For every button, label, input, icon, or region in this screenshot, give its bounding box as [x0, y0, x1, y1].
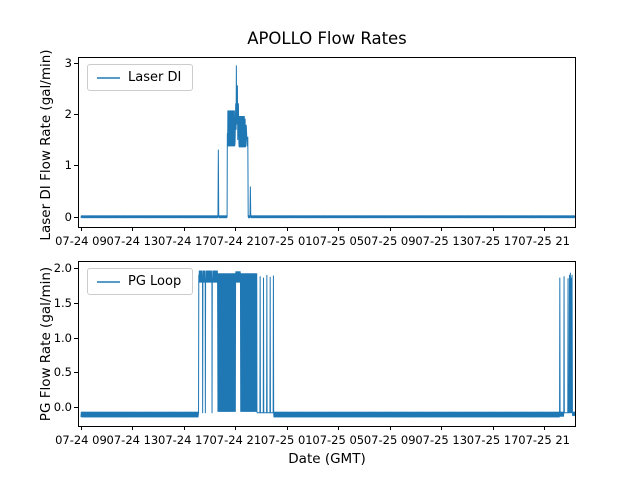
x-tick-mark [544, 227, 546, 231]
legend-line-swatch [97, 76, 120, 79]
axes-pg-loop: PG Loop 07-24 09 07-24 13 07-24 17 07-24 21… [54, 261, 576, 447]
x-tick-mark [132, 227, 134, 231]
x-tick-label: 07-25 21 [518, 433, 570, 447]
x-tick-label: 07-24 13 [106, 433, 159, 447]
x-tick-label: 07-25 17 [466, 433, 519, 447]
x-tick-mark [235, 227, 237, 231]
legend-label-laser-di: Laser DI [128, 70, 182, 85]
x-tick-mark [338, 426, 340, 430]
y-tick-mark [74, 62, 78, 64]
x-tick-mark [338, 227, 340, 231]
x-tick-mark [441, 227, 443, 231]
legend-label-pg-loop: PG Loop [128, 274, 182, 289]
x-axis-label: Date (GMT) [288, 451, 366, 467]
x-tick-mark [492, 227, 494, 231]
y-tick-label: 1.5 [53, 296, 72, 310]
legend-laser-di: Laser DI [87, 64, 194, 91]
y-tick-mark [74, 337, 78, 339]
axes-laser-di: Laser DI 07-24 09 07-24 13 07-24 17 07-24 2… [55, 56, 576, 248]
x-tick-label: 07-24 13 [106, 234, 159, 248]
x-tick-label: 07-24 21 [209, 234, 262, 248]
y-tick-label: 3 [64, 55, 72, 70]
x-tick-label: 07-24 17 [158, 433, 210, 447]
x-tick-mark [183, 227, 185, 231]
y-tick-label: 2 [64, 106, 72, 121]
y-tick-label: 1 [64, 158, 72, 173]
x-tick-label: 07-24 09 [55, 433, 107, 447]
x-tick-mark [80, 227, 82, 231]
x-tick-mark [286, 227, 288, 231]
x-tick-label: 07-24 17 [158, 234, 210, 248]
x-tick-mark [389, 426, 391, 430]
y-tick-mark [74, 268, 78, 270]
y-tick-label: 1.0 [53, 330, 72, 345]
y-tick-label: 0.0 [53, 400, 72, 415]
x-tick-label: 07-24 09 [55, 234, 107, 248]
x-tick-label: 07-25 05 [312, 234, 365, 248]
laser-di-line [80, 65, 575, 219]
x-tick-label: 07-25 13 [415, 234, 468, 248]
x-tick-mark [80, 426, 82, 430]
x-tick-label: 07-25 09 [363, 234, 416, 248]
y-tick-mark [74, 165, 78, 167]
y-axis-label-pg-loop: PG Flow Rate (gal/min) [38, 266, 54, 422]
legend-pg-loop: PG Loop [87, 268, 194, 295]
x-tick-label: 07-25 01 [260, 433, 313, 447]
y-tick-mark [74, 303, 78, 304]
x-tick-mark [286, 426, 288, 430]
x-tick-mark [441, 426, 443, 430]
x-tick-label: 07-24 21 [209, 433, 262, 447]
y-tick-mark [74, 216, 78, 218]
x-tick-mark [183, 426, 185, 430]
x-tick-mark [544, 426, 546, 430]
laser-di-series-plot [80, 65, 575, 219]
x-tick-mark [132, 426, 134, 430]
y-tick-mark [74, 113, 78, 115]
x-tick-label: 07-25 17 [466, 234, 519, 248]
pg-loop-series-plot [80, 270, 575, 418]
plot-title: APOLLO Flow Rates [247, 29, 407, 48]
y-tick-label: 0 [64, 209, 72, 224]
x-tick-mark [235, 426, 237, 430]
y-tick-mark [74, 372, 78, 374]
y-tick-mark [74, 407, 78, 409]
y-tick-label: 2.0 [53, 261, 72, 276]
pg-loop-line [80, 270, 575, 418]
y-axis-label-laser-di: Laser DI Flow Rate (gal/min) [38, 49, 54, 241]
x-tick-label: 07-25 05 [312, 433, 365, 447]
x-tick-mark [492, 426, 494, 430]
y-tick-label: 0.5 [53, 365, 72, 380]
x-tick-label: 07-25 01 [260, 234, 313, 248]
x-tick-label: 07-25 21 [518, 234, 570, 248]
legend-line-swatch [97, 280, 120, 283]
x-tick-label: 07-25 09 [363, 433, 416, 447]
x-tick-label: 07-25 13 [415, 433, 468, 447]
x-tick-mark [389, 227, 391, 231]
